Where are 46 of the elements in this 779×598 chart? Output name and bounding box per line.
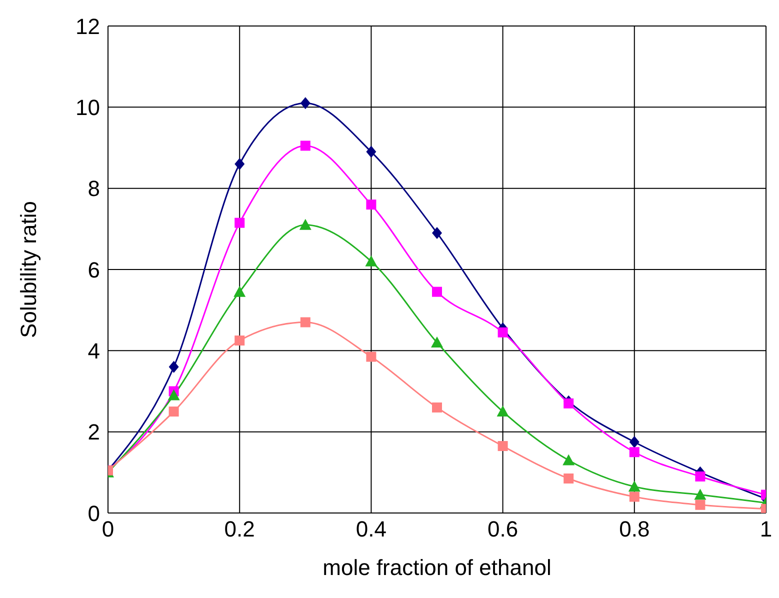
point <box>234 286 246 297</box>
point <box>366 146 376 158</box>
point <box>629 492 640 502</box>
x-axis-title: mole fraction of ethanol <box>322 555 552 580</box>
y-tick-label: 10 <box>76 94 100 120</box>
y-tick-label: 0 <box>88 500 100 526</box>
x-tick-label: 1 <box>760 516 772 542</box>
point <box>366 200 376 210</box>
y-tick-label: 2 <box>88 420 100 445</box>
point <box>629 447 640 458</box>
x-tick-label: 0.6 <box>488 516 518 542</box>
point <box>234 158 245 170</box>
y-tick-label: 12 <box>76 14 100 39</box>
point <box>168 389 180 400</box>
point <box>234 218 245 228</box>
point <box>496 406 509 417</box>
point <box>300 140 310 151</box>
y-tick-label: 6 <box>88 257 100 282</box>
x-tick-label: 0.8 <box>619 516 650 542</box>
x-tick-label: 0.2 <box>224 516 255 542</box>
y-tick-label: 4 <box>88 338 100 364</box>
point <box>432 286 442 297</box>
point <box>695 471 706 482</box>
y-axis-title: Solubility ratio <box>16 201 41 338</box>
x-tick-label: 0.4 <box>356 516 386 542</box>
point <box>300 317 310 328</box>
point <box>299 218 312 230</box>
point <box>168 406 179 417</box>
y-tick-label: 8 <box>88 176 100 202</box>
point <box>431 336 443 348</box>
point <box>432 402 442 412</box>
point <box>562 454 575 466</box>
point <box>432 226 442 239</box>
point <box>695 500 706 510</box>
point <box>628 480 640 492</box>
point <box>365 255 378 266</box>
point <box>564 398 574 408</box>
point <box>694 488 706 500</box>
point <box>629 436 640 448</box>
point <box>564 474 574 484</box>
point <box>366 352 376 362</box>
point <box>498 327 508 338</box>
point <box>234 336 245 346</box>
point <box>168 360 179 373</box>
point <box>498 441 508 452</box>
point <box>300 97 310 110</box>
